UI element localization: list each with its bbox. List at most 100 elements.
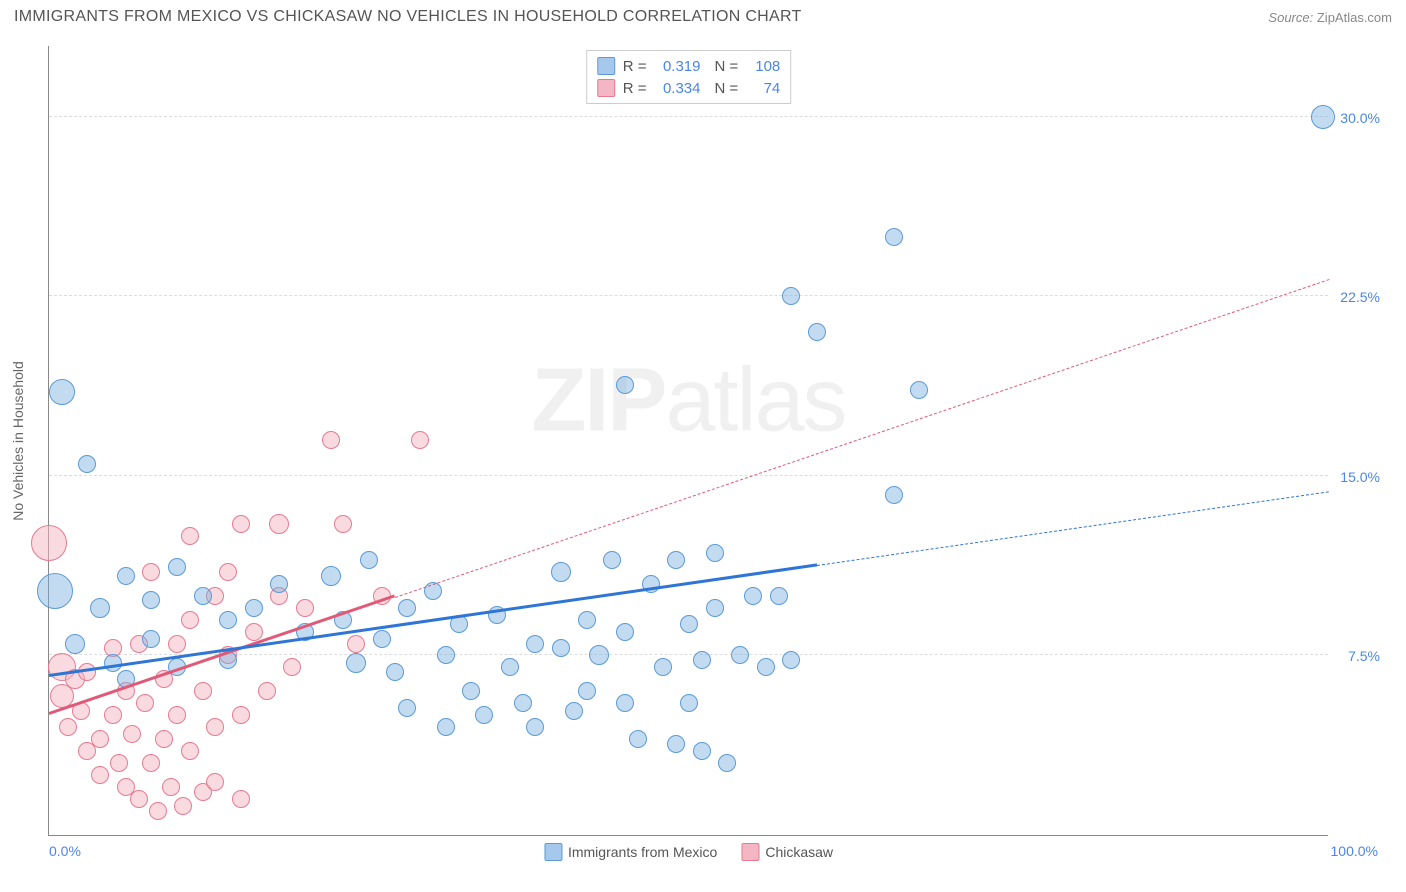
n-value: 74 <box>746 80 780 97</box>
chickasaw-point <box>232 790 250 808</box>
mexico-point <box>616 694 634 712</box>
watermark-bold: ZIP <box>531 351 665 451</box>
series-legend: Immigrants from Mexico Chickasaw <box>544 843 833 861</box>
mexico-point <box>680 615 698 633</box>
n-label: N = <box>715 80 739 97</box>
chickasaw-point <box>181 742 199 760</box>
y-tick-label: 15.0% <box>1340 469 1380 485</box>
mexico-point <box>578 682 596 700</box>
mexico-point <box>462 682 480 700</box>
mexico-point <box>565 702 583 720</box>
mexico-point <box>680 694 698 712</box>
source-label: Source: <box>1268 10 1313 25</box>
chickasaw-point <box>91 766 109 784</box>
series-legend-item: Immigrants from Mexico <box>544 843 717 861</box>
mexico-point <box>270 575 288 593</box>
gridline <box>49 116 1328 117</box>
mexico-point <box>693 651 711 669</box>
mexico-point <box>117 567 135 585</box>
chickasaw-point <box>347 635 365 653</box>
mexico-point <box>386 663 404 681</box>
mexico-point <box>501 658 519 676</box>
mexico-point <box>782 287 800 305</box>
chickasaw-point <box>142 754 160 772</box>
chickasaw-point <box>194 682 212 700</box>
chickasaw-point <box>136 694 154 712</box>
mexico-point <box>603 551 621 569</box>
x-tick-label: 0.0% <box>49 843 81 859</box>
legend-label: Chickasaw <box>765 844 833 860</box>
mexico-point <box>142 591 160 609</box>
mexico-point <box>514 694 532 712</box>
chickasaw-point <box>322 431 340 449</box>
chickasaw-point <box>174 797 192 815</box>
chickasaw-point <box>104 706 122 724</box>
chickasaw-point <box>269 514 289 534</box>
chickasaw-point <box>155 730 173 748</box>
chickasaw-point <box>219 563 237 581</box>
mexico-point <box>578 611 596 629</box>
watermark-light: atlas <box>665 351 845 451</box>
mexico-point <box>616 376 634 394</box>
chickasaw-point <box>181 527 199 545</box>
gridline <box>49 295 1328 296</box>
mexico-point <box>654 658 672 676</box>
mexico-point <box>104 654 122 672</box>
mexico-point <box>321 566 341 586</box>
r-value: 0.319 <box>655 58 701 75</box>
mexico-point <box>49 379 75 405</box>
chickasaw-point <box>149 802 167 820</box>
mexico-point <box>219 611 237 629</box>
mexico-point <box>629 730 647 748</box>
chickasaw-point <box>31 525 67 561</box>
gridline <box>49 475 1328 476</box>
n-label: N = <box>715 58 739 75</box>
correlation-legend: R =0.319N =108R =0.334N =74 <box>586 50 792 104</box>
mexico-point <box>885 486 903 504</box>
chickasaw-point <box>130 790 148 808</box>
mexico-point <box>373 630 391 648</box>
chickasaw-point <box>334 515 352 533</box>
mexico-point <box>475 706 493 724</box>
legend-swatch <box>597 57 615 75</box>
mexico-point <box>194 587 212 605</box>
mexico-point <box>808 323 826 341</box>
chickasaw-point <box>162 778 180 796</box>
chickasaw-point <box>206 718 224 736</box>
mexico-point <box>37 573 73 609</box>
chickasaw-point <box>181 611 199 629</box>
legend-swatch <box>544 843 562 861</box>
chickasaw-point <box>123 725 141 743</box>
series-legend-item: Chickasaw <box>741 843 833 861</box>
y-tick-label: 7.5% <box>1348 648 1380 664</box>
chickasaw-point <box>59 718 77 736</box>
mexico-point <box>885 228 903 246</box>
r-label: R = <box>623 80 647 97</box>
gridline <box>49 654 1328 655</box>
mexico-point <box>782 651 800 669</box>
mexico-point <box>346 653 366 673</box>
chickasaw-point <box>258 682 276 700</box>
mexico-point <box>706 599 724 617</box>
source-attribution: Source: ZipAtlas.com <box>1268 10 1392 25</box>
mexico-point <box>142 630 160 648</box>
mexico-point <box>706 544 724 562</box>
mexico-point <box>398 699 416 717</box>
mexico-point <box>616 623 634 641</box>
legend-label: Immigrants from Mexico <box>568 844 717 860</box>
mexico-point <box>770 587 788 605</box>
mexico-point <box>693 742 711 760</box>
mexico-point <box>245 599 263 617</box>
mexico-point <box>718 754 736 772</box>
mexico-point <box>78 455 96 473</box>
mexico-point <box>360 551 378 569</box>
mexico-point <box>90 598 110 618</box>
watermark: ZIPatlas <box>531 350 845 453</box>
y-tick-label: 30.0% <box>1340 110 1380 126</box>
chickasaw-point <box>283 658 301 676</box>
mexico-point <box>731 646 749 664</box>
mexico-point <box>1311 105 1335 129</box>
mexico-point <box>551 562 571 582</box>
chickasaw-point <box>296 599 314 617</box>
mexico-point <box>168 558 186 576</box>
